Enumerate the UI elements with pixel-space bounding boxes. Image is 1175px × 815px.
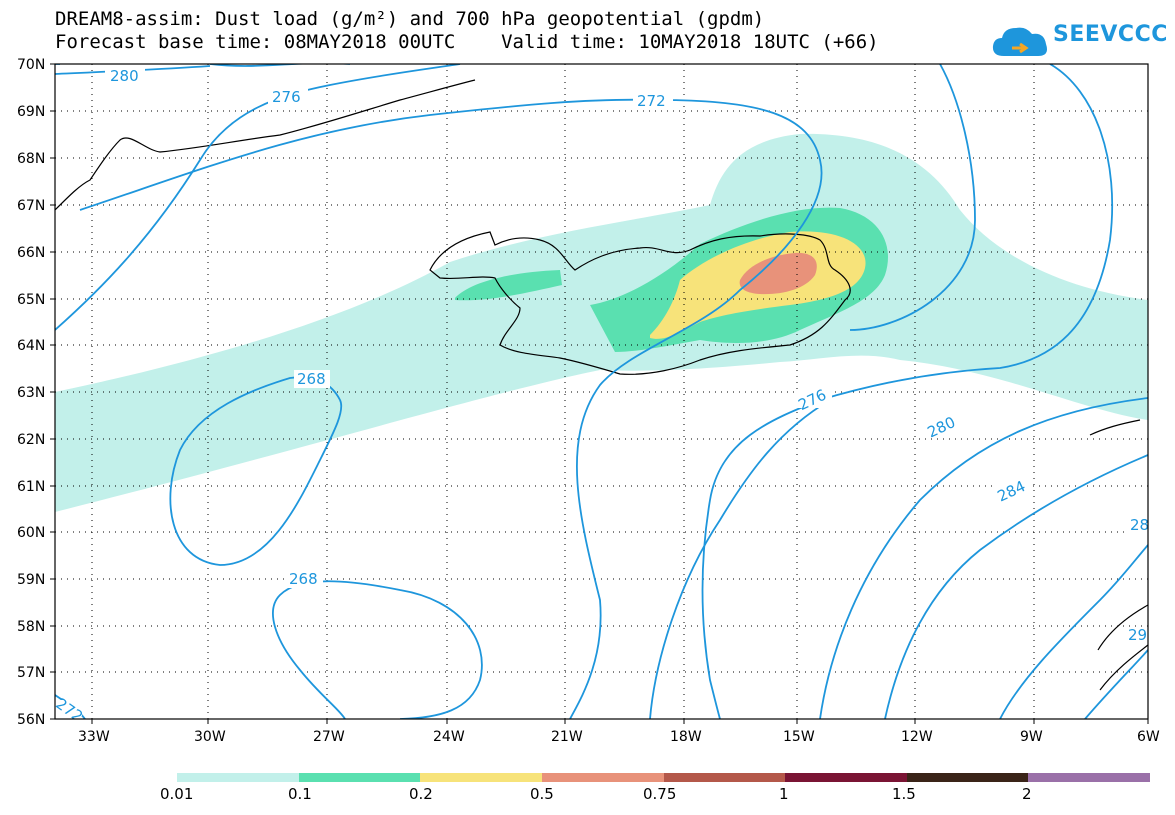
lat-label: 68N	[17, 151, 45, 167]
dust-colorbar	[177, 773, 1150, 782]
faroe-shetland-coastline	[1089, 419, 1141, 436]
lat-label: 59N	[17, 572, 45, 588]
seevccc-cloud-logo-icon	[992, 27, 1047, 56]
lat-label: 69N	[17, 104, 45, 120]
contour-276-east	[701, 64, 1114, 719]
lat-label: 60N	[17, 525, 45, 541]
lon-label: 18W	[670, 729, 702, 745]
longitude-labels: 33W 30W 27W 24W 21W 18W 15W 12W 9W 6W	[78, 729, 1160, 745]
colorbar-label: 2	[1022, 785, 1032, 803]
contour-268-south	[272, 580, 483, 719]
lon-label: 6W	[1137, 729, 1160, 745]
colorbar-segment	[541, 773, 664, 782]
lon-label: 33W	[78, 729, 110, 745]
dust-area-0.5	[739, 252, 817, 295]
lon-label: 9W	[1020, 729, 1043, 745]
colorbar-segment	[177, 773, 299, 782]
coastlines	[55, 79, 1148, 691]
lat-label: 65N	[17, 292, 45, 308]
contour-label-280: 280	[110, 67, 139, 85]
lat-label: 70N	[17, 57, 45, 73]
scotland-coastline	[1097, 604, 1148, 691]
lat-label: 64N	[17, 338, 45, 354]
map-title-line-2: Forecast base time: 08MAY2018 00UTC Vali…	[55, 31, 879, 53]
contour-label-276: 276	[272, 88, 301, 106]
seevccc-logo-text: SEEVCCC	[1053, 22, 1168, 47]
graticule	[55, 64, 1148, 719]
contour-label-272: 272	[637, 92, 666, 110]
contour-288-east	[999, 544, 1148, 719]
lon-label: 30W	[194, 729, 226, 745]
contour-label-268-b: 268	[289, 570, 318, 588]
contour-284-east	[884, 454, 1148, 719]
colorbar-segment	[663, 773, 786, 782]
contour-276-ne	[649, 399, 831, 719]
colorbar-segment	[420, 773, 542, 782]
contour-label-272-b: 272	[52, 695, 86, 726]
colorbar-label: 0.01	[160, 785, 194, 803]
lon-label: 12W	[901, 729, 933, 745]
colorbar-label: 0.1	[288, 785, 312, 803]
lat-label: 66N	[17, 245, 45, 261]
colorbar-label: 0.75	[643, 785, 677, 803]
dust-area-0.1-west	[455, 270, 562, 301]
contour-276-north	[55, 64, 461, 331]
contour-label-284: 284	[995, 477, 1029, 505]
map-title-line-1: DREAM8-assim: Dust load (g/m²) and 700 h…	[55, 8, 765, 30]
colorbar-segment	[785, 773, 907, 782]
axis-ticks	[50, 63, 1149, 724]
lat-label: 62N	[17, 432, 45, 448]
lat-label: 61N	[17, 479, 45, 495]
contour-label-288: 28	[1130, 516, 1149, 534]
contour-label-292: 29	[1128, 626, 1147, 644]
greenland-coastline	[55, 79, 476, 211]
lon-label: 27W	[313, 729, 345, 745]
lat-label: 67N	[17, 198, 45, 214]
latitude-labels: 70N 69N 68N 67N 66N 65N 64N 63N 62N 61N …	[17, 57, 45, 728]
contour-272-main	[79, 98, 823, 719]
colorbar-label: 1	[779, 785, 789, 803]
lon-label: 15W	[783, 729, 815, 745]
lat-label: 63N	[17, 385, 45, 401]
colorbar-segment	[1028, 773, 1150, 782]
lon-label: 21W	[551, 729, 583, 745]
lat-label: 56N	[17, 712, 45, 728]
contour-labels: 280 276 272 268 268 276 280 284 28 272 2…	[52, 66, 1149, 726]
contour-272-north	[55, 64, 350, 67]
contour-label-280-b: 280	[925, 413, 959, 441]
contour-292-east	[1084, 649, 1148, 719]
lon-label: 24W	[433, 729, 465, 745]
colorbar-label: 0.5	[530, 785, 554, 803]
colorbar-segment	[298, 773, 421, 782]
contour-label-276-b: 276	[796, 386, 830, 414]
colorbar-label: 1.5	[892, 785, 916, 803]
colorbar-label: 0.2	[409, 785, 433, 803]
lat-label: 58N	[17, 619, 45, 635]
contour-268-west	[169, 376, 343, 566]
contour-label-268-a: 268	[297, 370, 326, 388]
colorbar-segment	[906, 773, 1029, 782]
lat-label: 57N	[17, 665, 45, 681]
geopotential-contours	[55, 64, 1148, 719]
contour-280-east	[819, 397, 1148, 719]
iceland-coastline	[429, 231, 851, 375]
